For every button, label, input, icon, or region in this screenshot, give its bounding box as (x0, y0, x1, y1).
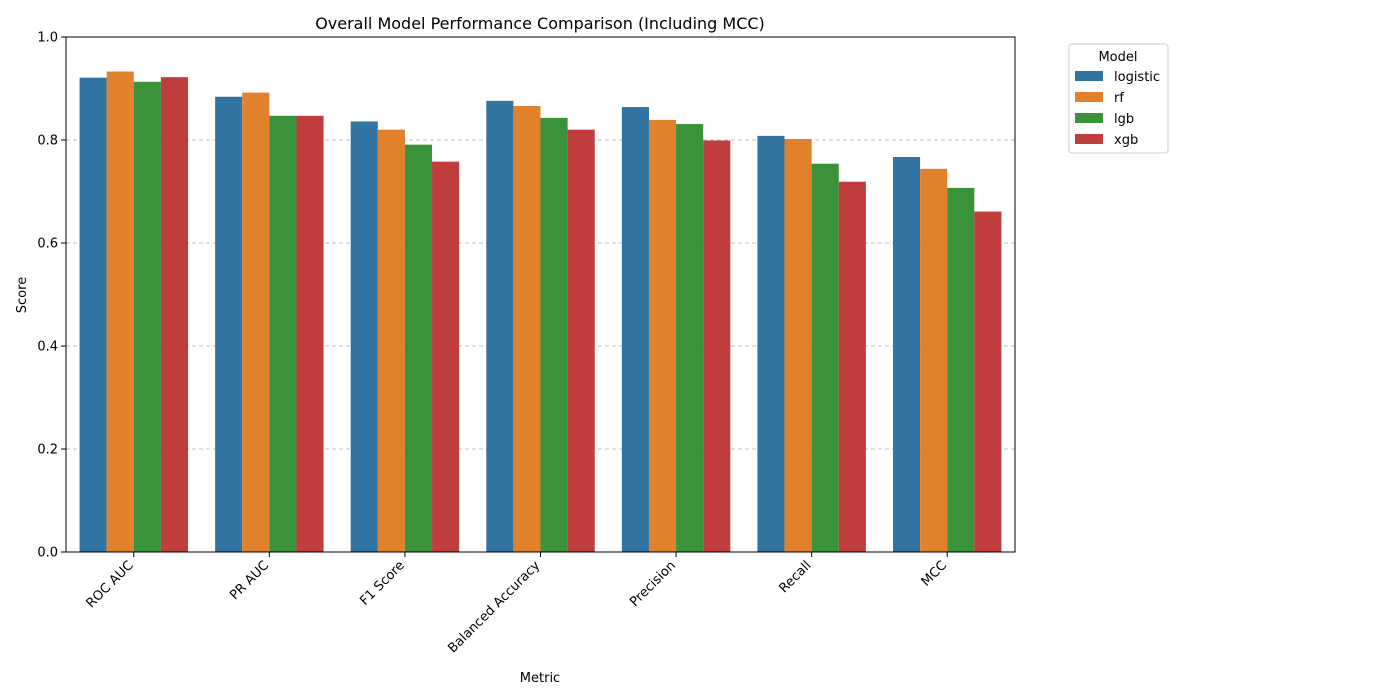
bar-lgb (676, 124, 704, 552)
bar-xgb (974, 211, 1002, 552)
bar-logistic (892, 156, 921, 552)
chart-title: Overall Model Performance Comparison (In… (315, 14, 765, 33)
y-tick-label: 1.0 (37, 31, 58, 46)
y-tick-label: 0.0 (37, 546, 58, 561)
bar-lgb (133, 81, 161, 553)
bar-rf (106, 71, 134, 552)
bar-rf (648, 119, 677, 552)
bar-logistic (757, 135, 785, 552)
x-tick-label: ROC AUC (84, 558, 137, 611)
bar-logistic (79, 77, 107, 552)
bar-lgb (811, 163, 839, 552)
x-tick-label: MCC (919, 558, 950, 589)
x-tick-label: Balanced Accuracy (445, 558, 543, 656)
y-axis-label: Score (15, 277, 30, 313)
x-axis-label: Metric (520, 671, 560, 686)
legend-label-lgb: lgb (1114, 112, 1134, 127)
bar-rf (242, 92, 270, 553)
legend-label-logistic: logistic (1114, 70, 1160, 85)
bar-rf (513, 106, 541, 552)
bar-rf (920, 168, 948, 552)
x-tick-label: Precision (627, 558, 679, 610)
bar-lgb (540, 117, 568, 552)
legend-swatch-lgb (1075, 113, 1103, 123)
y-tick-label: 0.4 (37, 340, 58, 355)
bar-rf (784, 138, 812, 552)
bar-xgb (432, 161, 460, 552)
bar-lgb (404, 144, 433, 552)
legend-items: logistic rf lgb xgb (1075, 70, 1160, 148)
legend-title: Model (1098, 50, 1137, 65)
bar-xgb (567, 129, 595, 552)
legend-label-rf: rf (1114, 91, 1124, 106)
bars (79, 71, 1002, 553)
bar-rf (377, 129, 405, 552)
x-tick-label: PR AUC (227, 558, 272, 603)
bar-logistic (486, 100, 514, 553)
legend-label-xgb: xgb (1114, 133, 1138, 148)
bar-logistic (621, 107, 649, 552)
legend: Model logistic rf lgb xgb (1068, 43, 1169, 154)
bar-logistic (215, 96, 243, 553)
y-tick-label: 0.8 (37, 134, 58, 149)
bar-xgb (838, 181, 866, 552)
bar-xgb (703, 140, 731, 552)
bar-lgb (947, 187, 975, 552)
y-tick-label: 0.2 (37, 443, 58, 458)
legend-swatch-rf (1075, 92, 1103, 102)
x-tick-label: Recall (776, 558, 814, 596)
y-tick-label: 0.6 (37, 237, 58, 252)
x-tick-label: F1 Score (357, 558, 407, 608)
bar-lgb (269, 115, 297, 553)
legend-swatch-xgb (1075, 134, 1103, 144)
y-axis-ticks: 0.0 0.2 0.4 0.6 0.8 1.0 (37, 31, 66, 561)
legend-swatch-logistic (1075, 71, 1103, 81)
bar-xgb (296, 115, 324, 553)
bar-logistic (350, 121, 378, 553)
x-axis-ticks: ROC AUC PR AUC F1 Score Balanced Accuracy Pr… (84, 552, 950, 656)
bar-xgb (160, 77, 189, 553)
